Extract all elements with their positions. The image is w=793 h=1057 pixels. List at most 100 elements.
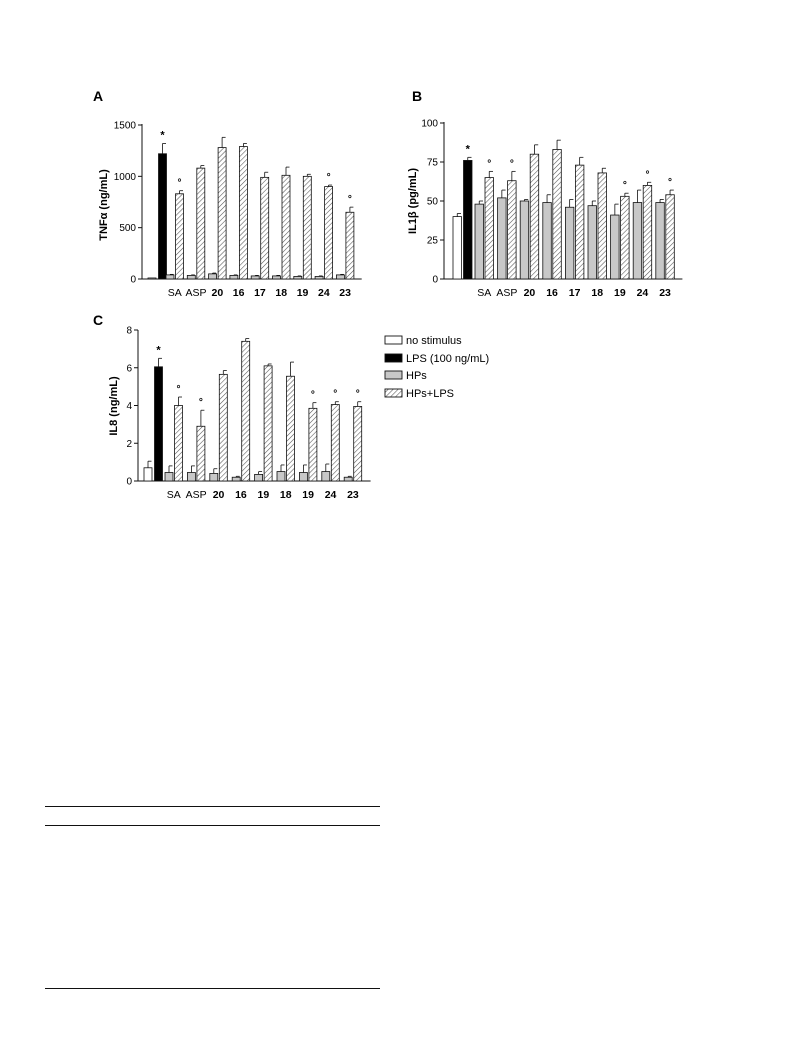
bar-hps-lps — [238, 146, 248, 280]
bar-hps-lps — [308, 407, 318, 482]
bar-hps-lps — [263, 365, 273, 482]
bar-hps — [632, 202, 643, 280]
bar-hps — [186, 275, 196, 280]
legend-swatch-gray — [384, 370, 403, 380]
bar-hps-lps — [196, 425, 206, 482]
x-tick-label: 18 — [275, 287, 287, 299]
bar-hps-lps — [324, 186, 334, 280]
bar-hps-lps — [552, 149, 562, 280]
bar-hps — [314, 276, 324, 280]
panel-b: B IL1β (pg/mL) 0 25 50 75 100 * ° SA ° ASP 20 16 17 1… — [407, 88, 683, 299]
bar-hps — [250, 275, 260, 280]
bar-hps-lps — [286, 375, 295, 482]
x-tick-label: 19 — [258, 489, 270, 501]
x-tick-label: SA — [168, 287, 182, 299]
bar-hps — [164, 472, 174, 482]
bar-hps — [655, 202, 665, 280]
y-tick-label: 0 — [126, 477, 132, 488]
significance-circle: ° — [311, 390, 315, 401]
bar-hps — [165, 274, 175, 280]
bar-hps-lps — [217, 147, 227, 280]
bar-hps — [254, 473, 264, 482]
bar-hps-lps — [620, 195, 630, 280]
x-tick-label: 19 — [297, 287, 309, 299]
bar-hps-lps — [218, 373, 228, 482]
panel-b-letter: B — [412, 88, 422, 104]
legend-item-no-stimulus: no stimulus — [384, 335, 462, 347]
bar-no-stimulus — [452, 216, 462, 280]
bar-hps — [293, 276, 303, 280]
bar-hps-lps — [260, 176, 270, 280]
significance-circle: ° — [177, 384, 181, 395]
y-tick-label: 100 — [421, 119, 438, 130]
significance-circle: ° — [333, 389, 337, 400]
bar-hps-lps — [575, 164, 585, 280]
bar-hps-lps — [175, 193, 184, 280]
significance-circle: ° — [327, 172, 331, 183]
bar-hps-lps — [597, 172, 607, 280]
legend-label: LPS (100 ng/mL) — [406, 353, 489, 365]
bar-hps-lps — [174, 405, 183, 482]
bar-hps — [497, 197, 507, 280]
x-tick-label: 17 — [569, 287, 581, 299]
legend-item-lps: LPS (100 ng/mL) — [384, 353, 489, 365]
x-tick-label: SA — [167, 489, 181, 501]
bar-lps — [463, 160, 473, 280]
significance-circle: ° — [487, 158, 491, 169]
significance-circle: ° — [199, 397, 203, 408]
bar-hps — [272, 275, 281, 280]
legend-swatch-white — [384, 335, 403, 345]
panel-a: A TNFα (ng/mL) 0 500 1000 1500 * ° SA ASP 20 16 17… — [93, 88, 362, 299]
bar-hps — [565, 206, 575, 280]
bar-hps — [276, 471, 286, 482]
significance-circle: ° — [348, 194, 352, 205]
x-tick-label: 16 — [233, 287, 245, 299]
y-tick-label: 4 — [126, 401, 132, 412]
bar-hps — [587, 205, 597, 280]
bar-hps — [229, 275, 239, 280]
panel-b-plot: 0 25 50 75 100 * ° SA ° ASP 20 16 17 18 ° 19 ° 24 ° 23 — [421, 119, 683, 299]
x-tick-label: 19 — [614, 287, 626, 299]
significance-circle: ° — [510, 158, 514, 169]
bar-hps — [186, 472, 196, 482]
bar-hps-lps — [529, 153, 540, 280]
panel-a-letter: A — [93, 88, 103, 104]
bar-hps — [519, 200, 530, 280]
bar-hps-lps — [484, 177, 494, 280]
y-tick-label: 6 — [126, 363, 132, 374]
bar-hps-lps — [353, 406, 363, 482]
x-tick-label: ASP — [186, 489, 207, 501]
bar-hps-lps — [330, 404, 340, 482]
bar-hps-lps — [196, 167, 206, 280]
bar-hps — [542, 202, 552, 280]
bar-hps — [209, 473, 219, 482]
y-tick-label: 2 — [126, 439, 132, 450]
x-tick-label: SA — [477, 287, 491, 299]
y-tick-label: 0 — [130, 275, 136, 286]
bar-lps — [154, 366, 163, 482]
legend-item-hps-lps: HPs+LPS — [384, 388, 454, 400]
significance-circle: ° — [178, 178, 182, 189]
bar-hps-lps — [345, 211, 355, 280]
significance-asterisk: * — [156, 344, 161, 356]
bar-hps — [298, 472, 308, 482]
bar-hps-lps — [507, 180, 517, 280]
significance-asterisk: * — [160, 129, 165, 141]
y-tick-label: 0 — [432, 275, 438, 286]
y-tick-label: 25 — [427, 236, 439, 247]
bar-hps-lps — [665, 194, 675, 280]
x-tick-label: 23 — [659, 287, 671, 299]
y-tick-label: 8 — [126, 326, 132, 337]
bar-hps — [474, 203, 484, 280]
x-tick-label: ASP — [496, 287, 517, 299]
significance-circle: ° — [623, 180, 627, 191]
x-tick-label: 20 — [212, 287, 224, 299]
x-tick-label: 23 — [339, 287, 351, 299]
legend-item-hps: HPs — [384, 370, 427, 382]
panel-a-ylabel: TNFα (ng/mL) — [98, 169, 110, 241]
bar-hps — [208, 273, 218, 280]
panel-c-ylabel: IL8 (ng/mL) — [108, 376, 120, 436]
